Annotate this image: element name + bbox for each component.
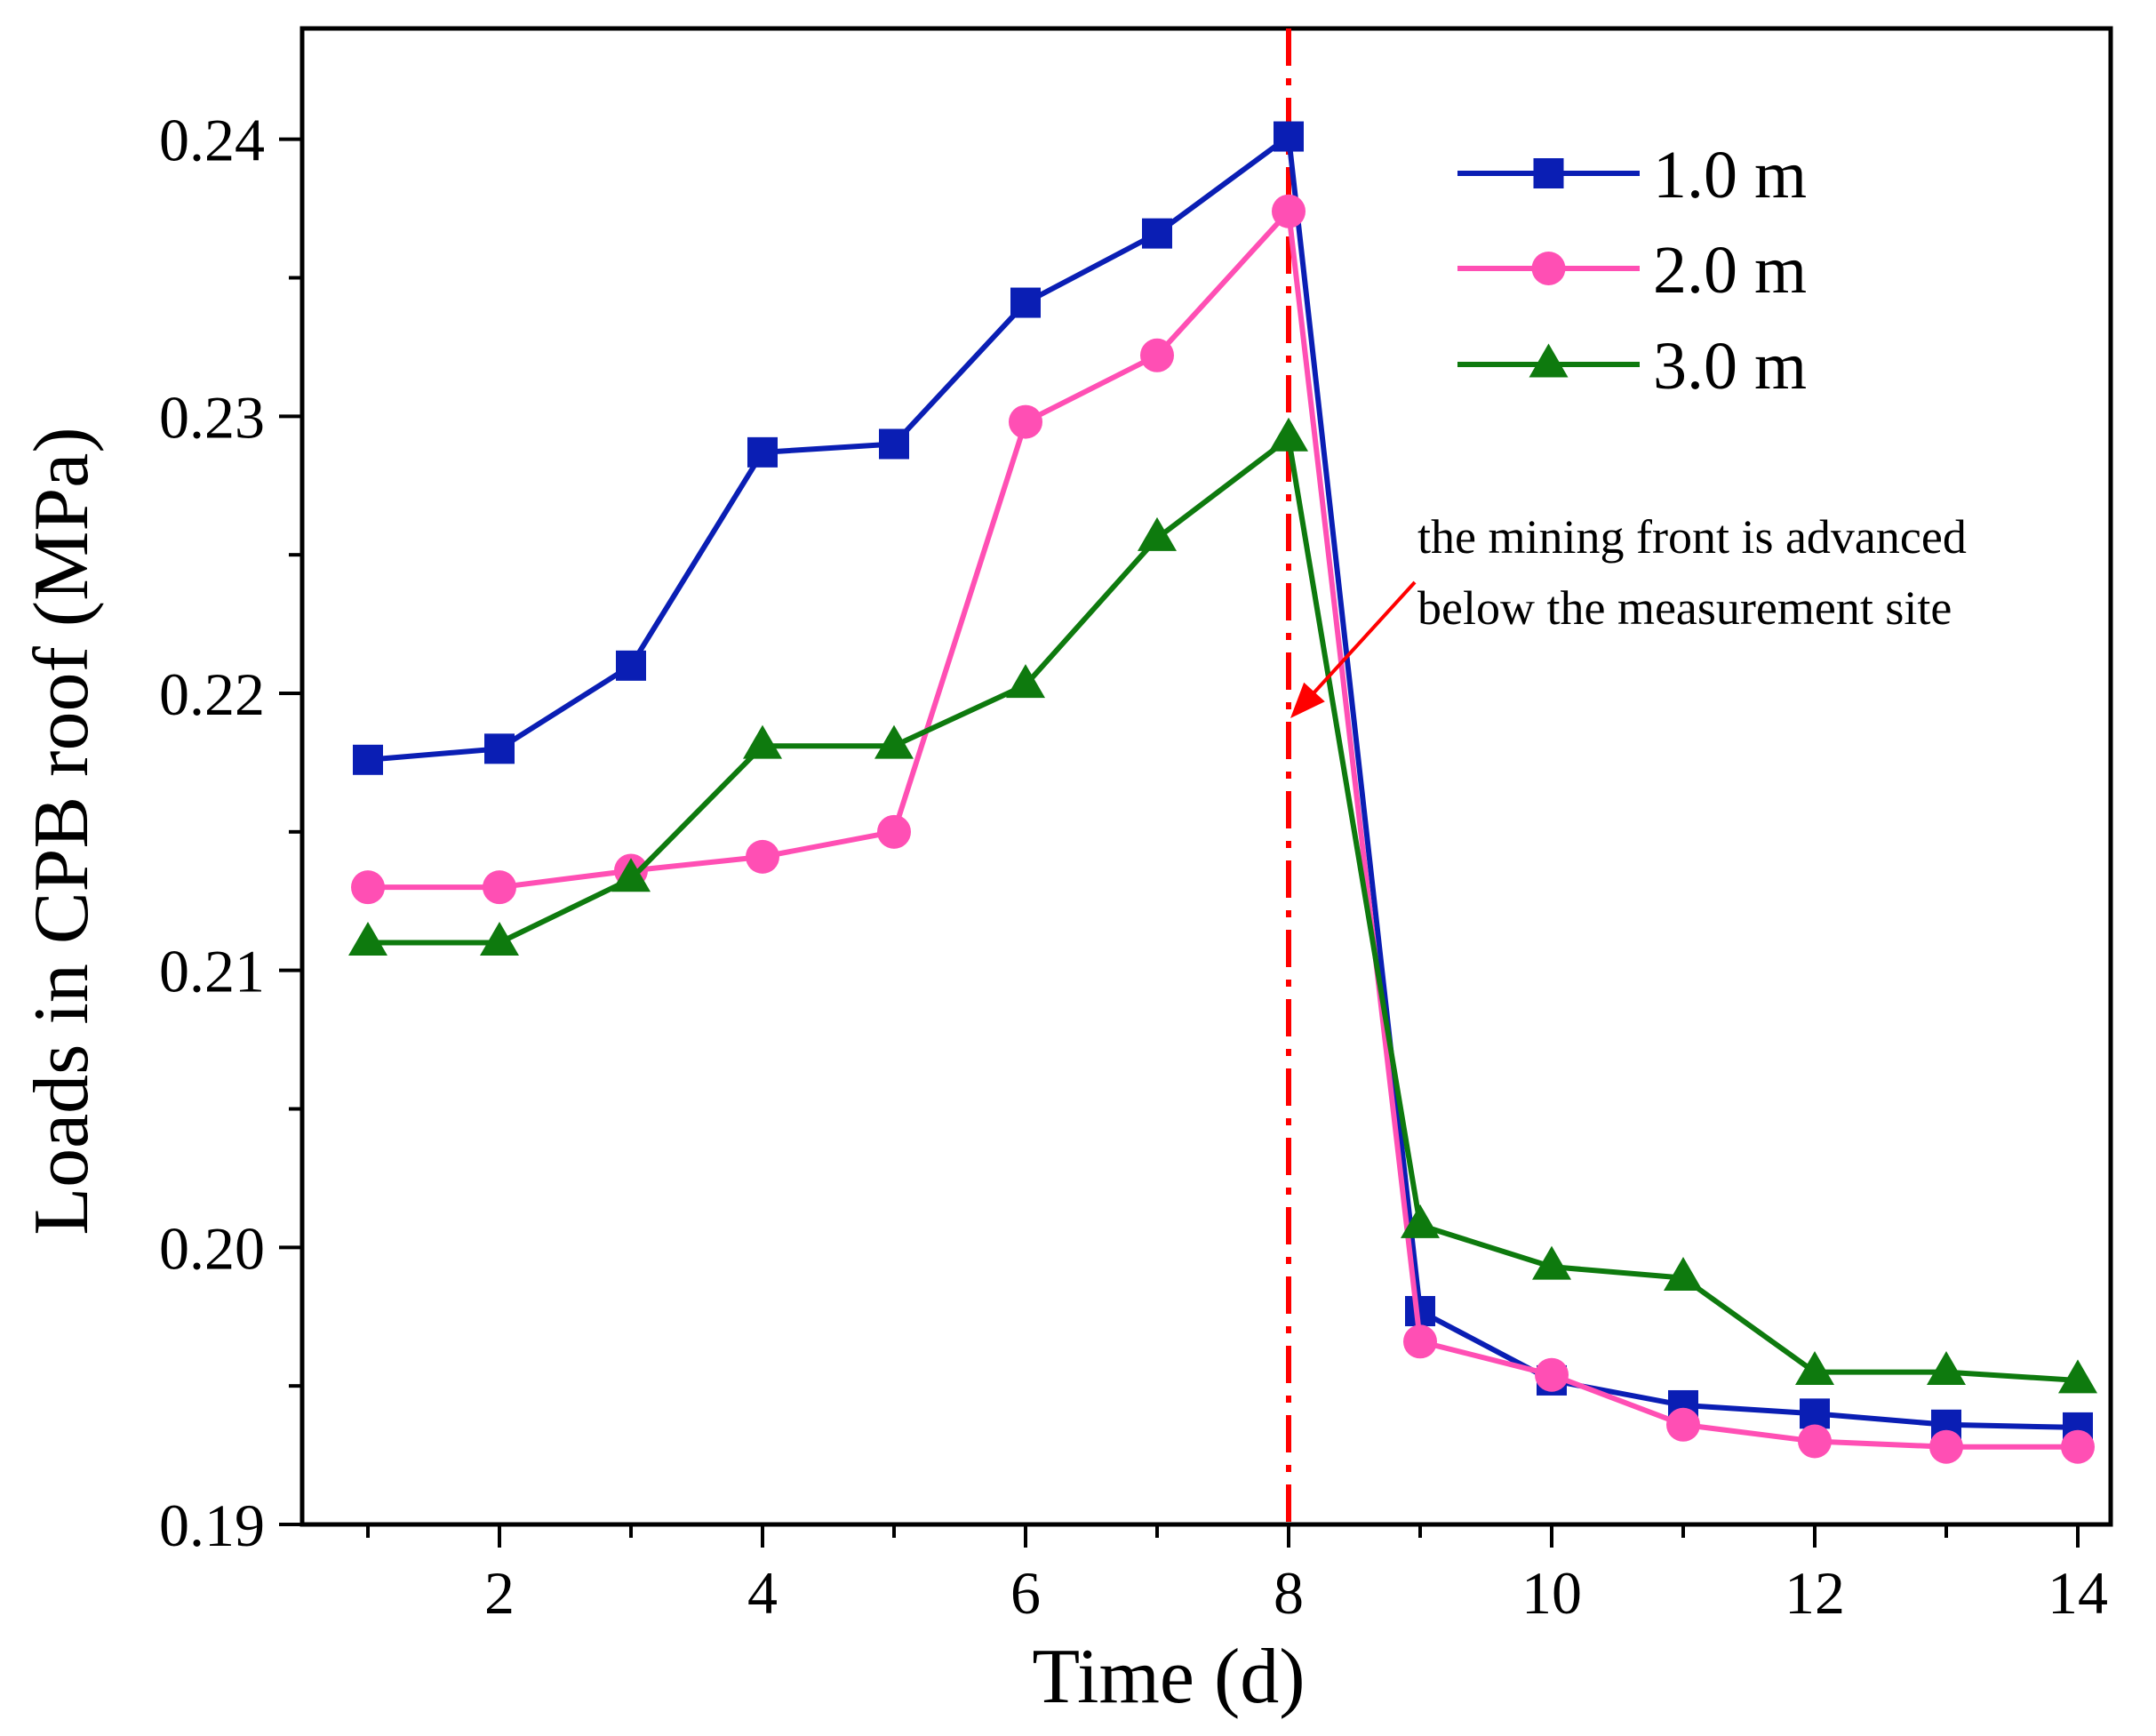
- data-point-triangle: [1795, 1351, 1834, 1386]
- data-point-square: [1010, 287, 1041, 318]
- data-point-triangle: [480, 921, 519, 956]
- series-layer: [348, 121, 2097, 1464]
- legend-marker-triangle: [1529, 343, 1569, 378]
- y-axis-ticks: 0.19 0.20 0.21 0.22 0.23 0.24: [159, 107, 302, 1559]
- data-point-square: [616, 650, 646, 681]
- data-point-square: [747, 436, 778, 468]
- data-point-square: [484, 733, 515, 764]
- data-point-triangle: [1664, 1257, 1703, 1292]
- series-line: [368, 436, 2079, 1383]
- data-point-triangle: [1927, 1351, 1966, 1386]
- x-axis-ticks: 2 4 6 8 10 12 14: [484, 1524, 2108, 1627]
- y-tick-label-1: 0.20: [159, 1214, 265, 1282]
- data-point-triangle: [348, 921, 387, 956]
- x-tick-label-2: 2: [484, 1559, 515, 1627]
- data-point-circle: [1666, 1407, 1700, 1442]
- data-point-circle: [2061, 1429, 2095, 1464]
- data-point-circle: [351, 870, 385, 905]
- x-tick-label-12: 12: [1785, 1559, 1845, 1627]
- x-axis-title: Time (d): [1032, 1634, 1305, 1720]
- data-point-triangle: [611, 858, 651, 892]
- x-tick-label-10: 10: [1521, 1559, 1582, 1627]
- y-tick-label-2: 0.21: [159, 938, 265, 1005]
- data-point-circle: [483, 870, 516, 905]
- data-point-triangle: [2058, 1359, 2097, 1394]
- data-point-triangle: [1138, 516, 1177, 551]
- data-point-circle: [1009, 404, 1042, 439]
- data-point-circle: [1403, 1324, 1437, 1359]
- data-point-square: [879, 428, 909, 460]
- annotation-line-1: the mining front is advanced: [1417, 510, 1967, 564]
- data-point-circle: [1929, 1429, 1963, 1464]
- data-point-circle: [877, 814, 911, 849]
- series-2-0-m: [351, 194, 2095, 1464]
- data-point-triangle: [1401, 1204, 1440, 1238]
- y-tick-label-5: 0.24: [159, 107, 265, 174]
- series-3-0-m: [348, 417, 2097, 1394]
- minor-ticks: [289, 276, 1948, 1538]
- annotation-line-2: below the measurement site: [1417, 581, 1952, 635]
- series-line: [367, 133, 2079, 1430]
- data-point-circle: [1272, 194, 1306, 228]
- legend-item-1: 1.0 m: [1457, 138, 1807, 212]
- data-point-triangle: [1006, 664, 1045, 699]
- data-point-triangle: [1532, 1245, 1571, 1280]
- y-tick-label-4: 0.23: [159, 383, 265, 451]
- legend-item-3: 3.0 m: [1457, 329, 1807, 404]
- legend-marker-square: [1533, 158, 1564, 188]
- data-point-square: [1142, 218, 1172, 249]
- y-axis-title: Loads in CPB roof (MPa): [19, 427, 105, 1235]
- plot-frame: [299, 26, 2113, 1527]
- data-point-triangle: [874, 724, 914, 759]
- legend-label-3: 3.0 m: [1653, 329, 1807, 404]
- x-tick-label-14: 14: [2048, 1559, 2108, 1627]
- data-point-triangle: [743, 724, 782, 759]
- data-point-square: [353, 744, 383, 775]
- annotation-arrow-shaft: [1301, 580, 1417, 707]
- data-point-square: [1800, 1398, 1830, 1429]
- y-tick-label-3: 0.22: [159, 660, 265, 728]
- legend-item-2: 2.0 m: [1457, 233, 1807, 308]
- legend-marker-circle: [1531, 252, 1566, 285]
- legend: 1.0 m 2.0 m 3.0 m: [1457, 138, 1807, 404]
- series-1-0-m: [353, 121, 2093, 1443]
- data-point-circle: [1140, 338, 1174, 372]
- data-point-circle: [1798, 1424, 1832, 1459]
- annotation-arrow-head: [1290, 682, 1325, 718]
- legend-label-2: 2.0 m: [1653, 233, 1807, 308]
- data-point-triangle: [1269, 417, 1308, 452]
- series-line: [368, 208, 2078, 1450]
- x-tick-label-6: 6: [1010, 1559, 1041, 1627]
- legend-label-1: 1.0 m: [1653, 138, 1807, 212]
- plot-area: [299, 26, 2113, 1527]
- data-point-square: [1274, 121, 1304, 152]
- x-tick-label-8: 8: [1274, 1559, 1304, 1627]
- y-tick-label-0: 0.19: [159, 1492, 265, 1559]
- data-point-circle: [746, 839, 779, 874]
- x-tick-label-4: 4: [747, 1559, 778, 1627]
- annotation: the mining front is advanced below the m…: [1290, 510, 1967, 718]
- data-point-circle: [1535, 1357, 1569, 1392]
